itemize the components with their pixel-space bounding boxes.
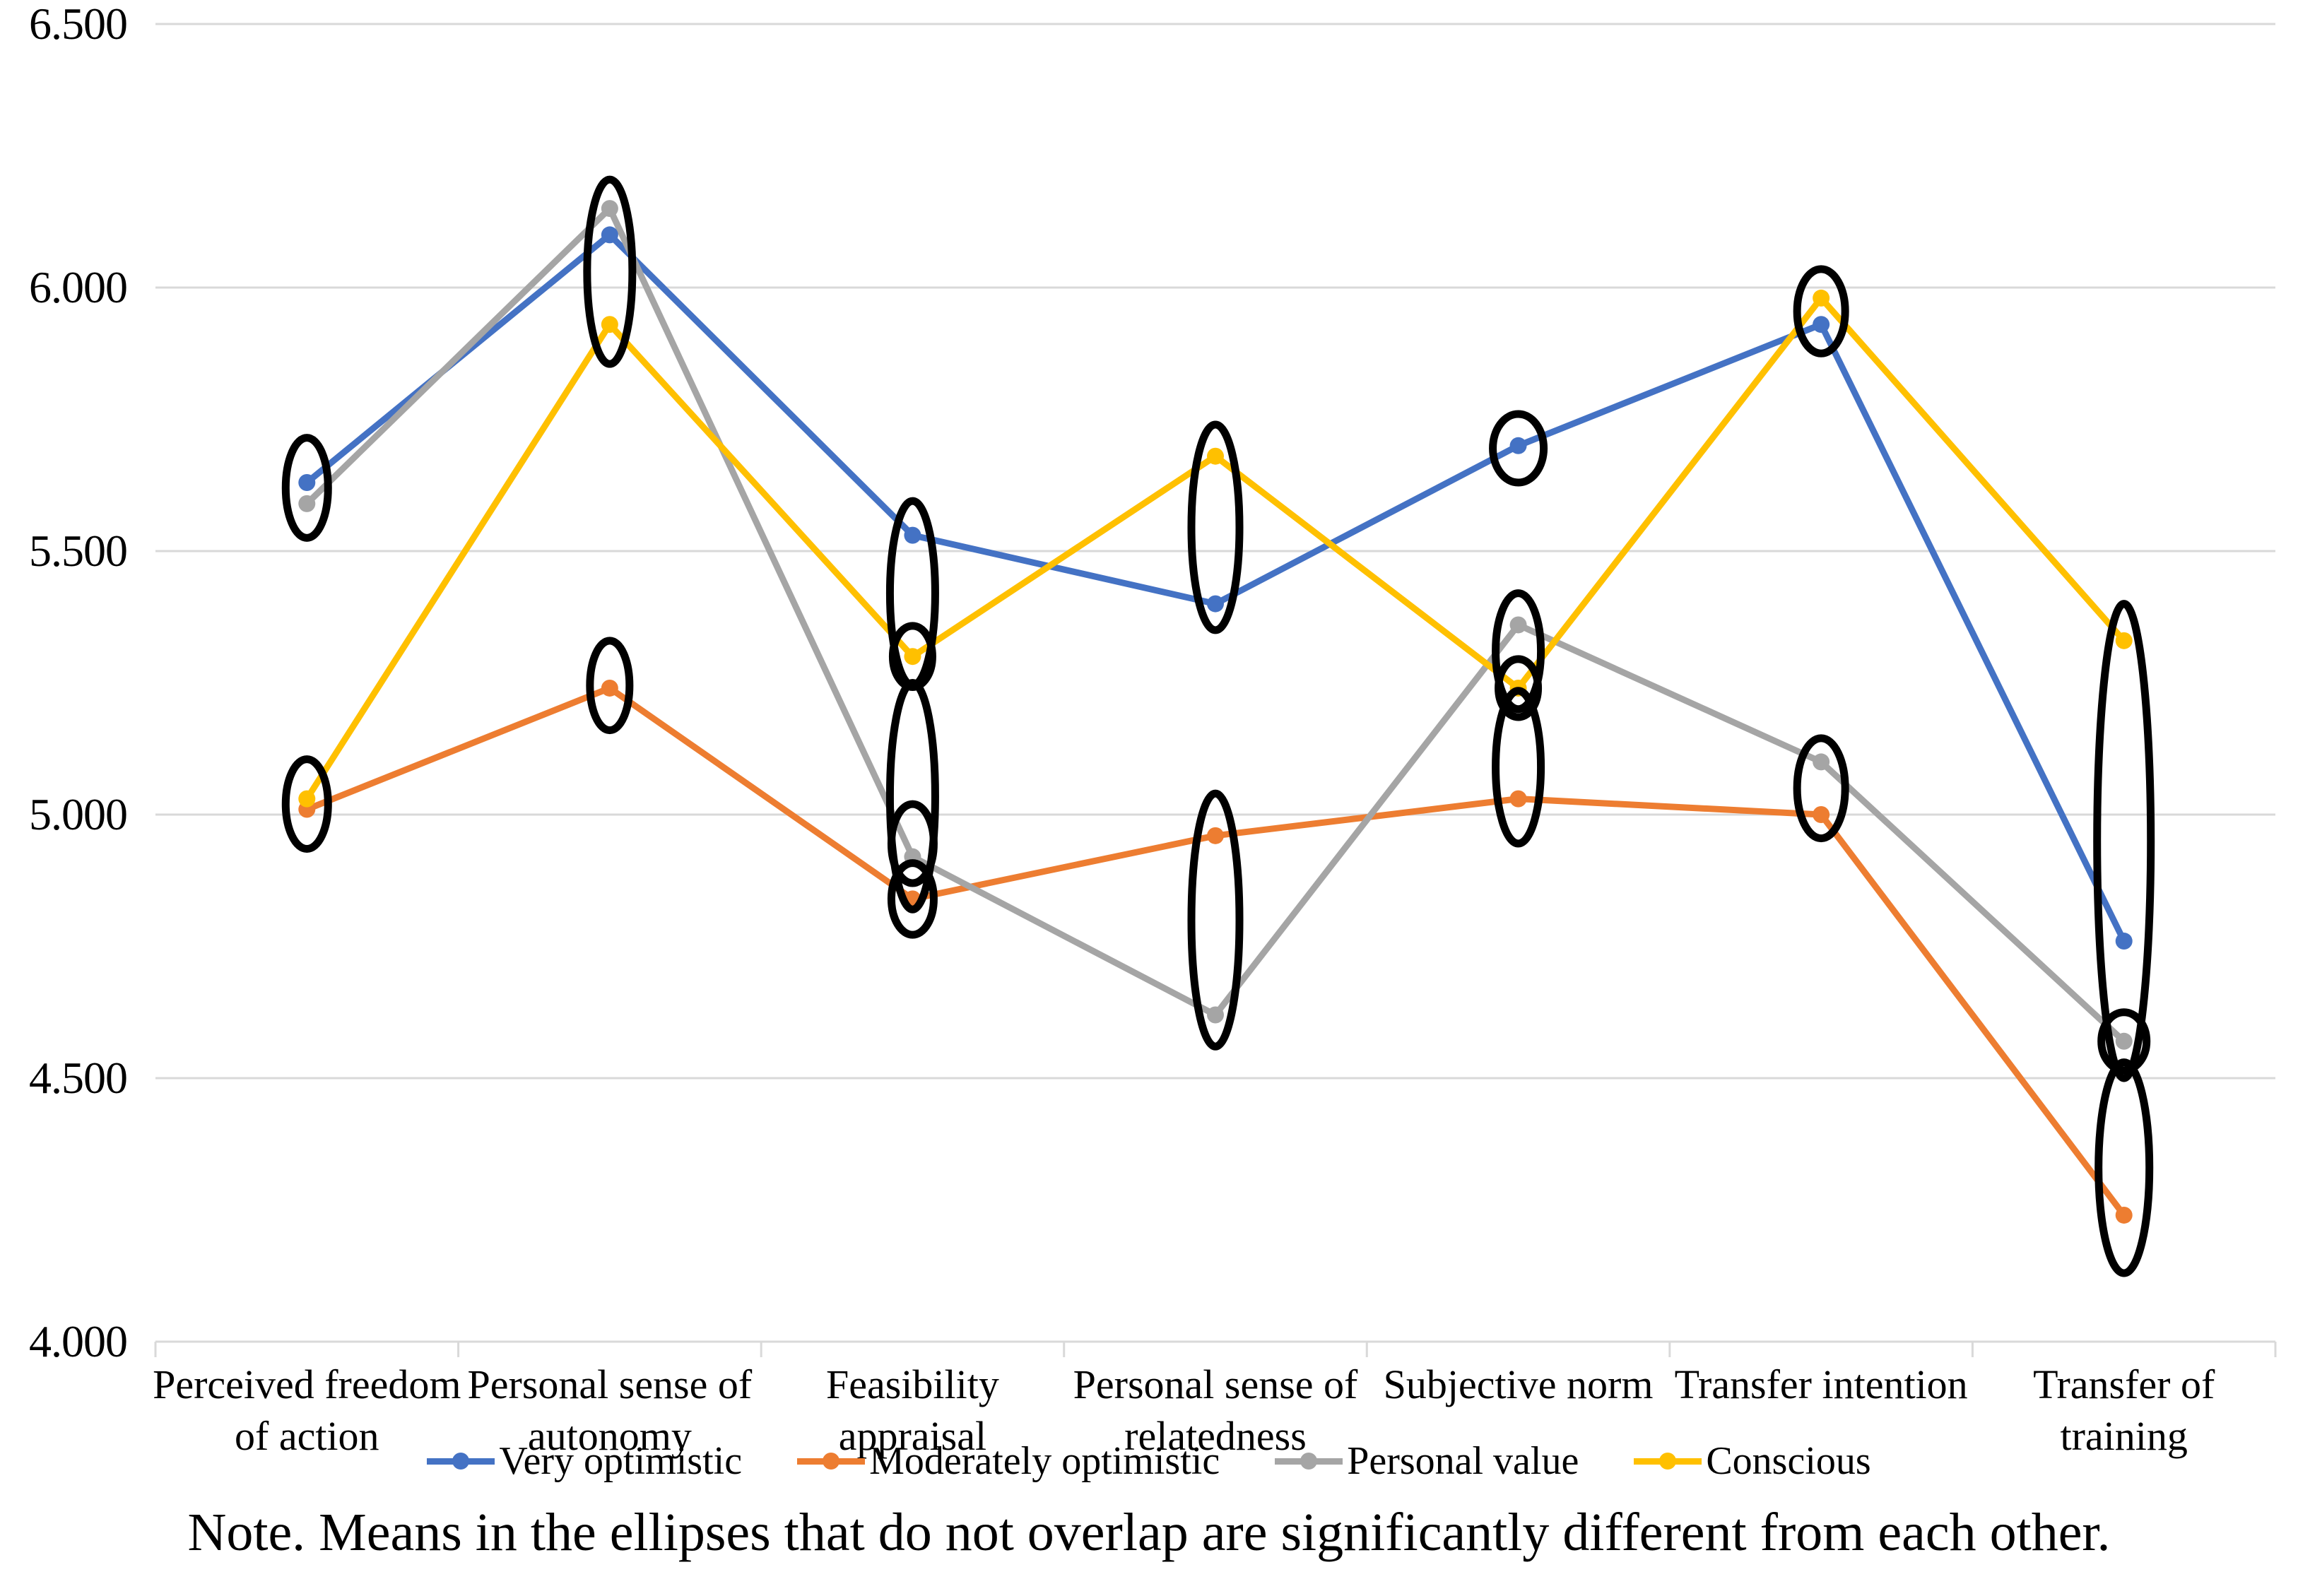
significance-ellipse (583, 175, 637, 368)
legend-label: Moderately optimistic (869, 1439, 1220, 1483)
significance-ellipse (887, 859, 938, 939)
x-axis-label-line: autonomy (527, 1413, 692, 1459)
significance-ellipse (888, 622, 936, 691)
significance-ellipse (885, 679, 939, 914)
significance-ellipse (281, 434, 332, 542)
legend-item-personal-value: Personal value (1275, 1440, 1579, 1482)
y-axis-tick-label: 5.000 (29, 789, 128, 839)
data-point-very-optimistic (904, 526, 921, 544)
data-point-moderately-optimistic (601, 679, 618, 697)
data-point-personal-value (298, 495, 316, 512)
x-axis-category-label: Feasibility appraisal (729, 1359, 1096, 1462)
legend-dot (823, 1453, 840, 1470)
significance-ellipse (1492, 589, 1545, 714)
significance-ellipse (586, 637, 634, 735)
chart-legend: Very optimistic Moderately optimistic Pe… (0, 1440, 2298, 1482)
y-axis-tick-label: 4.000 (29, 1316, 128, 1366)
legend-item-moderately-optimistic: Moderately optimistic (797, 1440, 1220, 1482)
line-marker-icon (1634, 1452, 1702, 1470)
legend-dot (1300, 1453, 1318, 1470)
significance-ellipse (887, 800, 938, 887)
significance-ellipse (281, 755, 332, 853)
series-line-conscious (303, 295, 2128, 803)
x-axis-label-line: of action (235, 1413, 379, 1459)
x-axis-label-line: appraisal (838, 1413, 987, 1459)
data-point-very-optimistic (601, 226, 618, 244)
legend-item-very-optimistic: Very optimistic (427, 1440, 742, 1482)
data-point-conscious (1207, 447, 1224, 465)
significance-ellipse (2093, 600, 2155, 1082)
data-point-very-optimistic (298, 474, 316, 492)
legend-dot (1659, 1453, 1677, 1470)
line-marker-icon (1275, 1452, 1343, 1470)
significance-ellipse (1793, 734, 1849, 843)
x-axis-category-label: Perceived freedom of action (123, 1359, 490, 1462)
legend-dot (452, 1453, 470, 1470)
data-point-moderately-optimistic (2115, 1206, 2133, 1224)
x-axis-label-line: Personal sense of (467, 1361, 753, 1407)
x-axis-label-line: Feasibility (825, 1361, 999, 1407)
y-axis-tick-label: 6.000 (29, 262, 128, 312)
data-point-personal-value (601, 200, 618, 218)
x-axis-category-label: Transfer of training (1940, 1359, 2298, 1462)
series-line-moderately-optimistic (303, 685, 2128, 1219)
significance-ellipse (1489, 410, 1548, 487)
data-point-very-optimistic (2115, 933, 2133, 950)
line-marker-icon (797, 1452, 866, 1470)
y-axis-tick-label: 5.500 (29, 526, 128, 576)
x-axis-label-line: relatedness (1124, 1413, 1307, 1459)
x-axis-label-line: Subjective norm (1383, 1361, 1654, 1407)
data-point-personal-value (1509, 616, 1527, 634)
y-axis-tick-label: 6.500 (29, 0, 128, 49)
data-point-conscious (1813, 289, 1830, 307)
data-point-personal-value (1207, 1006, 1224, 1024)
data-point-very-optimistic (1509, 437, 1527, 454)
data-point-personal-value (2115, 1032, 2133, 1050)
significance-ellipse (1492, 687, 1545, 848)
data-point-moderately-optimistic (1509, 790, 1527, 808)
data-point-very-optimistic (1207, 595, 1224, 613)
note-text: Note. Means in the ellipses that do not … (187, 1503, 2111, 1562)
x-axis-category-label: Personal sense of autonomy (426, 1359, 794, 1462)
x-axis-category-label: Transfer intention (1637, 1359, 2005, 1410)
x-axis-label-line: Personal sense of (1073, 1361, 1358, 1407)
data-point-conscious (601, 316, 618, 333)
data-point-personal-value (1813, 753, 1830, 771)
x-axis-label-line: training (2060, 1413, 2188, 1459)
line-marker-icon (427, 1452, 495, 1470)
significance-ellipse (2097, 1008, 2151, 1075)
legend-item-conscious: Conscious (1634, 1439, 1871, 1483)
significance-ellipse (1187, 789, 1244, 1051)
significance-ellipse (1793, 265, 1849, 357)
legend-label: Conscious (1706, 1439, 1871, 1483)
data-point-very-optimistic (1813, 316, 1830, 333)
x-axis-label-line: Transfer of (2033, 1361, 2215, 1407)
significance-ellipse (1187, 420, 1244, 634)
legend-label: Very optimistic (499, 1439, 743, 1483)
y-axis-tick-label: 4.500 (29, 1053, 128, 1103)
significance-ellipse (2094, 1058, 2154, 1277)
significance-ellipse (1495, 655, 1543, 721)
data-point-moderately-optimistic (1207, 827, 1224, 844)
data-point-moderately-optimistic (1813, 806, 1830, 823)
data-point-conscious (904, 648, 921, 666)
x-axis-category-label: Personal sense of relatedness (1032, 1359, 1399, 1462)
data-point-conscious (298, 790, 316, 808)
legend-label: Personal value (1347, 1439, 1579, 1483)
x-axis-label-line: Transfer intention (1674, 1361, 1968, 1407)
x-axis-category-label: Subjective norm (1335, 1359, 1702, 1410)
data-point-conscious (2115, 632, 2133, 649)
x-axis-label-line: Perceived freedom (153, 1361, 461, 1407)
